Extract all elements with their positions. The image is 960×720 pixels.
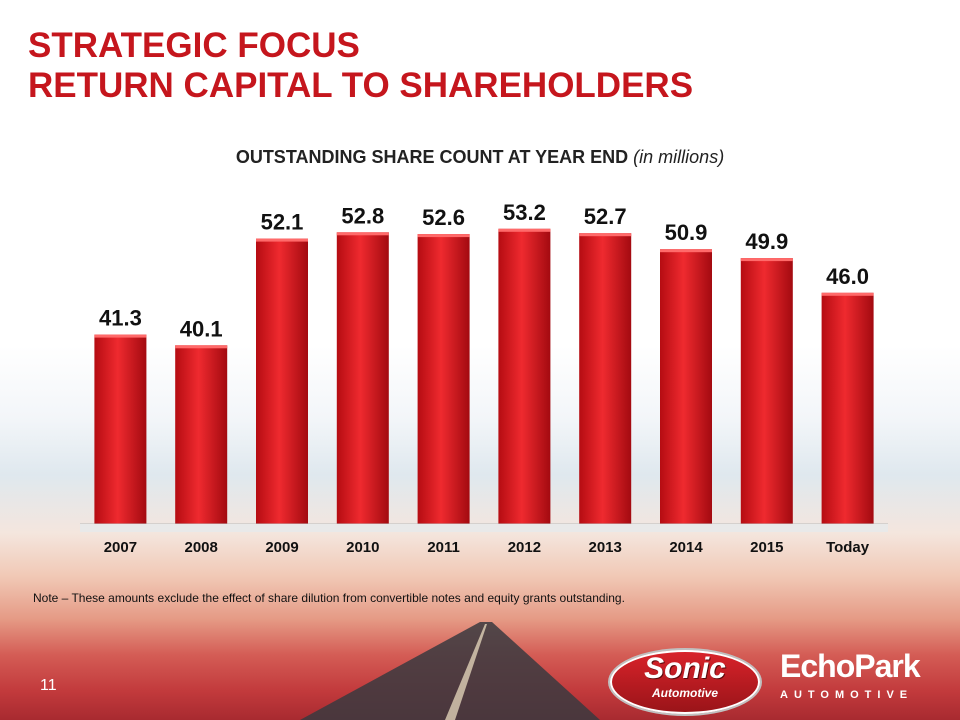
- bar-2013: [579, 233, 632, 524]
- x-tick-label: 2011: [427, 539, 460, 556]
- bar-top-highlight: [336, 232, 389, 236]
- chart-title-main: OUTSTANDING SHARE COUNT AT YEAR END: [235, 147, 629, 167]
- x-tick-label: 2014: [669, 539, 703, 556]
- echopark-automotive-logo: EchoPark AUTOMOTIVE: [780, 648, 940, 708]
- echopark-logo-sub: AUTOMOTIVE: [780, 689, 914, 701]
- bar-top-highlight: [740, 258, 793, 262]
- bar-top-highlight: [579, 233, 632, 237]
- bar-2014: [660, 249, 712, 524]
- value-label: 40.1: [180, 316, 223, 341]
- sonic-logo-oval: [610, 650, 760, 714]
- x-tick-label: 2015: [750, 539, 783, 556]
- sonic-logo-sub: Automotive: [652, 686, 718, 700]
- value-label: 52.8: [341, 203, 384, 228]
- bar-2007: [94, 334, 147, 524]
- value-label: 41.3: [99, 306, 142, 331]
- x-axis-band: [80, 524, 888, 532]
- bar-2011: [417, 234, 470, 524]
- bar-2009: [256, 238, 308, 524]
- x-tick-label: 2010: [346, 539, 379, 556]
- footnote: Note – These amounts exclude the effect …: [33, 591, 625, 605]
- chart-title-units: (in millions): [633, 147, 725, 167]
- slide-title-line2: RETURN CAPITAL TO SHAREHOLDERS: [28, 66, 694, 105]
- x-tick-label: 2008: [185, 539, 218, 556]
- value-label: 52.7: [584, 204, 627, 229]
- x-tick-label: 2012: [508, 539, 541, 556]
- bar-2010: [336, 232, 389, 525]
- x-tick-label: 2007: [104, 539, 137, 556]
- slide-title-line1: STRATEGIC FOCUS: [28, 26, 360, 65]
- sonic-automotive-logo: Sonic Automotive: [610, 650, 760, 714]
- sonic-logo-word: Sonic: [644, 652, 726, 685]
- bar-top-highlight: [94, 334, 147, 338]
- value-label: 53.2: [503, 200, 546, 225]
- bar-top-highlight: [660, 249, 712, 253]
- slide-title: STRATEGIC FOCUS RETURN CAPITAL TO SHAREH…: [28, 26, 693, 106]
- x-tick-label: 2009: [265, 539, 298, 556]
- bar-2008: [175, 345, 228, 524]
- page-number: 11: [40, 677, 57, 694]
- bar-top-highlight: [175, 345, 228, 349]
- value-label: 49.9: [745, 229, 788, 254]
- value-label: 46.0: [826, 264, 869, 289]
- value-label: 50.9: [665, 220, 708, 245]
- bar-today: [821, 292, 874, 524]
- bar-2015: [740, 258, 793, 524]
- x-tick-label: 2013: [589, 539, 622, 556]
- echopark-logo-word: EchoPark: [780, 648, 921, 684]
- value-label: 52.1: [261, 210, 304, 235]
- bar-top-highlight: [821, 292, 874, 296]
- chart-title: OUTSTANDING SHARE COUNT AT YEAR END (in …: [0, 147, 960, 168]
- bar-top-highlight: [498, 228, 551, 232]
- value-label: 52.6: [422, 205, 465, 230]
- bar-top-highlight: [256, 238, 308, 242]
- x-tick-label: Today: [826, 539, 870, 556]
- bar-top-highlight: [417, 234, 470, 238]
- bar-2012: [498, 228, 551, 525]
